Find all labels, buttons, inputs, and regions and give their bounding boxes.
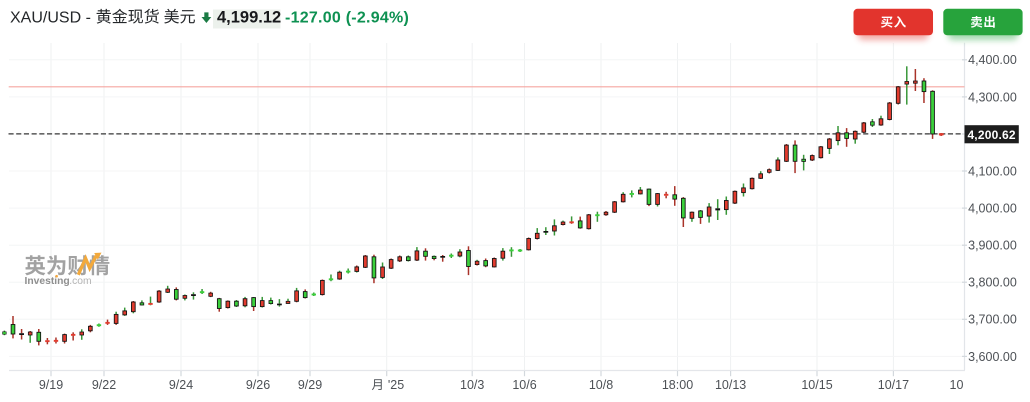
svg-text:9/24: 9/24 [169, 378, 193, 392]
svg-text:XAU/USD -: XAU/USD - [10, 9, 91, 26]
svg-text:10: 10 [950, 378, 964, 392]
svg-text:4,200.62: 4,200.62 [967, 128, 1015, 142]
svg-text:Investing: Investing [25, 276, 70, 287]
svg-text:9/29: 9/29 [298, 378, 322, 392]
svg-text:10/3: 10/3 [460, 378, 484, 392]
svg-text:3,800.00: 3,800.00 [968, 276, 1017, 290]
svg-text:10/6: 10/6 [512, 378, 536, 392]
svg-text:3,700.00: 3,700.00 [968, 313, 1017, 327]
svg-text:9/19: 9/19 [39, 378, 63, 392]
svg-text:3,600.00: 3,600.00 [968, 350, 1017, 364]
svg-text:10/13: 10/13 [715, 378, 746, 392]
svg-text:18:00: 18:00 [662, 378, 693, 392]
svg-text:3,900.00: 3,900.00 [968, 239, 1017, 253]
svg-text:10/17: 10/17 [878, 378, 909, 392]
svg-text:10/8: 10/8 [589, 378, 613, 392]
svg-text:.com: .com [69, 276, 91, 287]
svg-text:4,199.12: 4,199.12 [217, 9, 281, 27]
svg-text:4,400.00: 4,400.00 [968, 53, 1017, 67]
svg-text:4,300.00: 4,300.00 [968, 90, 1017, 104]
svg-text:9/26: 9/26 [246, 378, 270, 392]
svg-text:'25: '25 [388, 378, 404, 392]
svg-text:9/22: 9/22 [92, 378, 116, 392]
svg-text:-127.00 (-2.94%): -127.00 (-2.94%) [285, 10, 409, 27]
svg-text:4,000.00: 4,000.00 [968, 202, 1017, 216]
svg-text:4,100.00: 4,100.00 [968, 164, 1017, 178]
svg-text:10/15: 10/15 [801, 378, 832, 392]
